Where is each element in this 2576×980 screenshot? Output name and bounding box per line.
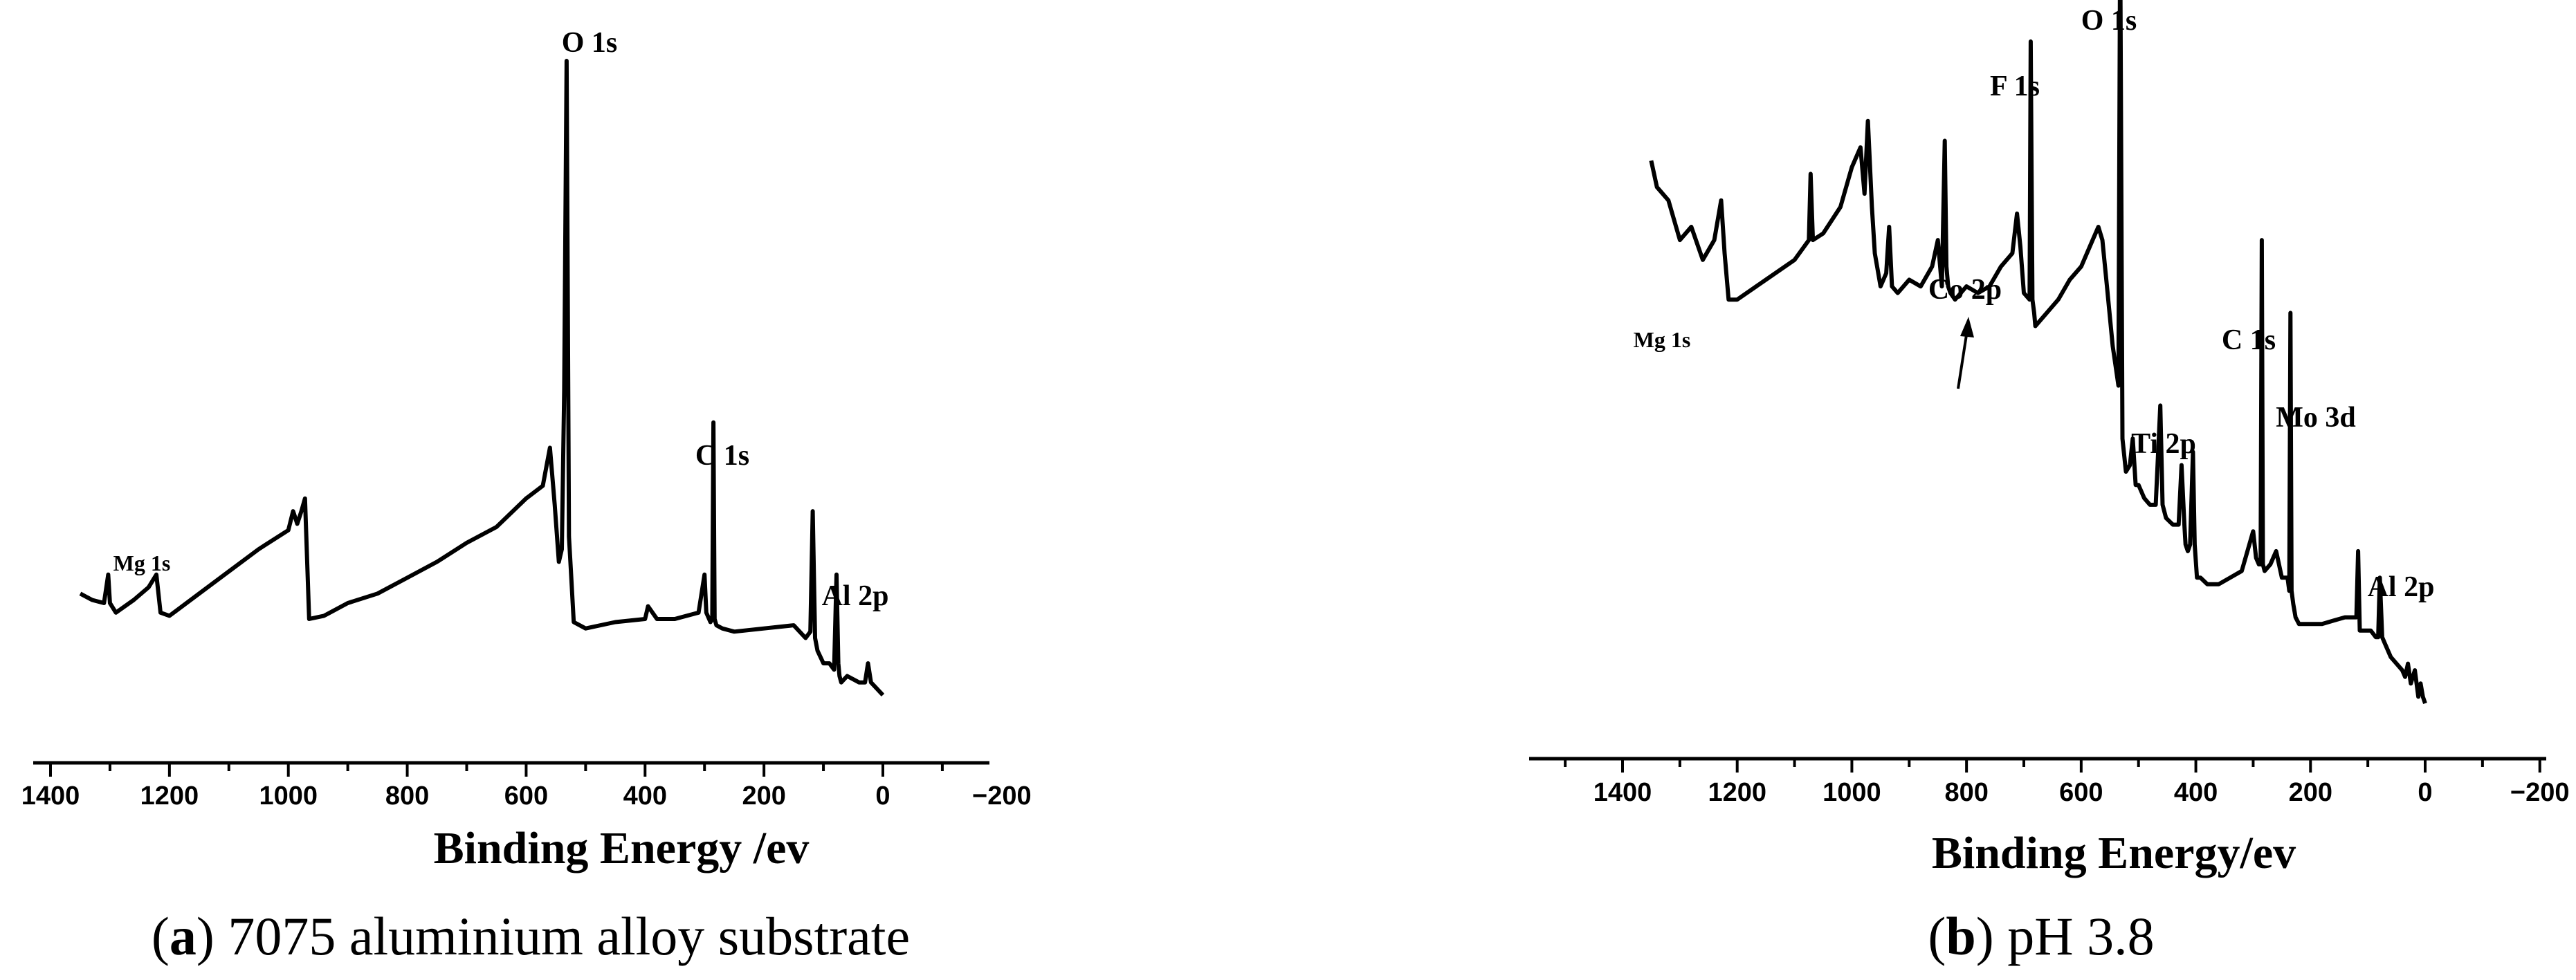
peak-label-c1s-b: C 1s <box>2222 324 2276 356</box>
peak-label-mg1s-a: Mg 1s <box>113 551 171 575</box>
spectrum-line-b <box>1649 0 2427 704</box>
x-tick-label-b: 400 <box>2174 778 2218 807</box>
x-tick-label-a: 1000 <box>259 782 318 811</box>
peak-label-o1s-a: O 1s <box>562 27 618 59</box>
x-tick-label-a: 600 <box>504 782 548 811</box>
peak-label-mg1s-b: Mg 1s <box>1634 327 1691 352</box>
peak-label-mo3d-b: Mo 3d <box>2276 402 2356 434</box>
x-tick-labels-a: 1400 1200 1000 800 600 400 200 0 −200 <box>21 782 1032 811</box>
chart-panel-a: 1400 1200 1000 800 600 400 200 0 −200 Binding En… <box>21 27 1032 966</box>
peak-label-o1s-b: O 1s <box>2081 5 2137 37</box>
caption-b: (b) pH 3.8 <box>1928 906 2154 966</box>
x-axis-title-a: Binding Energy /ev <box>434 823 810 873</box>
peak-label-c1s-a: C 1s <box>695 440 749 472</box>
x-tick-label-b: 800 <box>1944 778 1988 807</box>
caption-letter-a: a <box>170 906 197 966</box>
caption-text-a: 7075 aluminium alloy substrate <box>228 906 910 966</box>
x-tick-label-a: 400 <box>623 782 667 811</box>
chart-panel-b: 1400 1200 1000 800 600 400 200 0 −200 Binding En… <box>1529 0 2570 966</box>
x-axis-title-b: Binding Energy/ev <box>1932 828 2296 878</box>
x-ticks-a <box>49 763 944 777</box>
caption-letter-b: b <box>1946 906 1975 966</box>
x-tick-label-a: 1400 <box>21 782 80 811</box>
x-tick-label-a: 200 <box>742 782 785 811</box>
x-ticks-b <box>1564 759 2541 773</box>
caption-text-b: pH 3.8 <box>2007 906 2154 966</box>
x-tick-label-b: 1400 <box>1593 778 1652 807</box>
co2p-arrow-icon <box>1957 317 1974 389</box>
x-tick-label-a: 800 <box>385 782 429 811</box>
x-tick-label-a: −200 <box>972 782 1032 811</box>
x-tick-label-b: −200 <box>2510 778 2570 807</box>
peak-label-ti2p-b: Ti 2p <box>2131 428 2196 460</box>
spectrum-line-a <box>79 59 885 697</box>
x-tick-label-b: 0 <box>2418 778 2432 807</box>
x-tick-label-b: 1200 <box>1708 778 1766 807</box>
x-tick-label-a: 1200 <box>140 782 199 811</box>
peak-label-co2p-b: Co 2p <box>1928 274 2002 306</box>
x-tick-label-b: 200 <box>2289 778 2332 807</box>
peak-label-al2p-a: Al 2p <box>822 580 889 612</box>
x-tick-label-b: 1000 <box>1823 778 1881 807</box>
peak-label-al2p-b: Al 2p <box>2368 571 2435 603</box>
caption-a: (a) 7075 aluminium alloy substrate <box>152 906 910 966</box>
x-tick-label-b: 600 <box>2059 778 2103 807</box>
x-tick-label-a: 0 <box>875 782 890 811</box>
x-tick-labels-b: 1400 1200 1000 800 600 400 200 0 −200 <box>1593 778 2570 807</box>
peak-label-f1s-b: F 1s <box>1990 71 2040 102</box>
